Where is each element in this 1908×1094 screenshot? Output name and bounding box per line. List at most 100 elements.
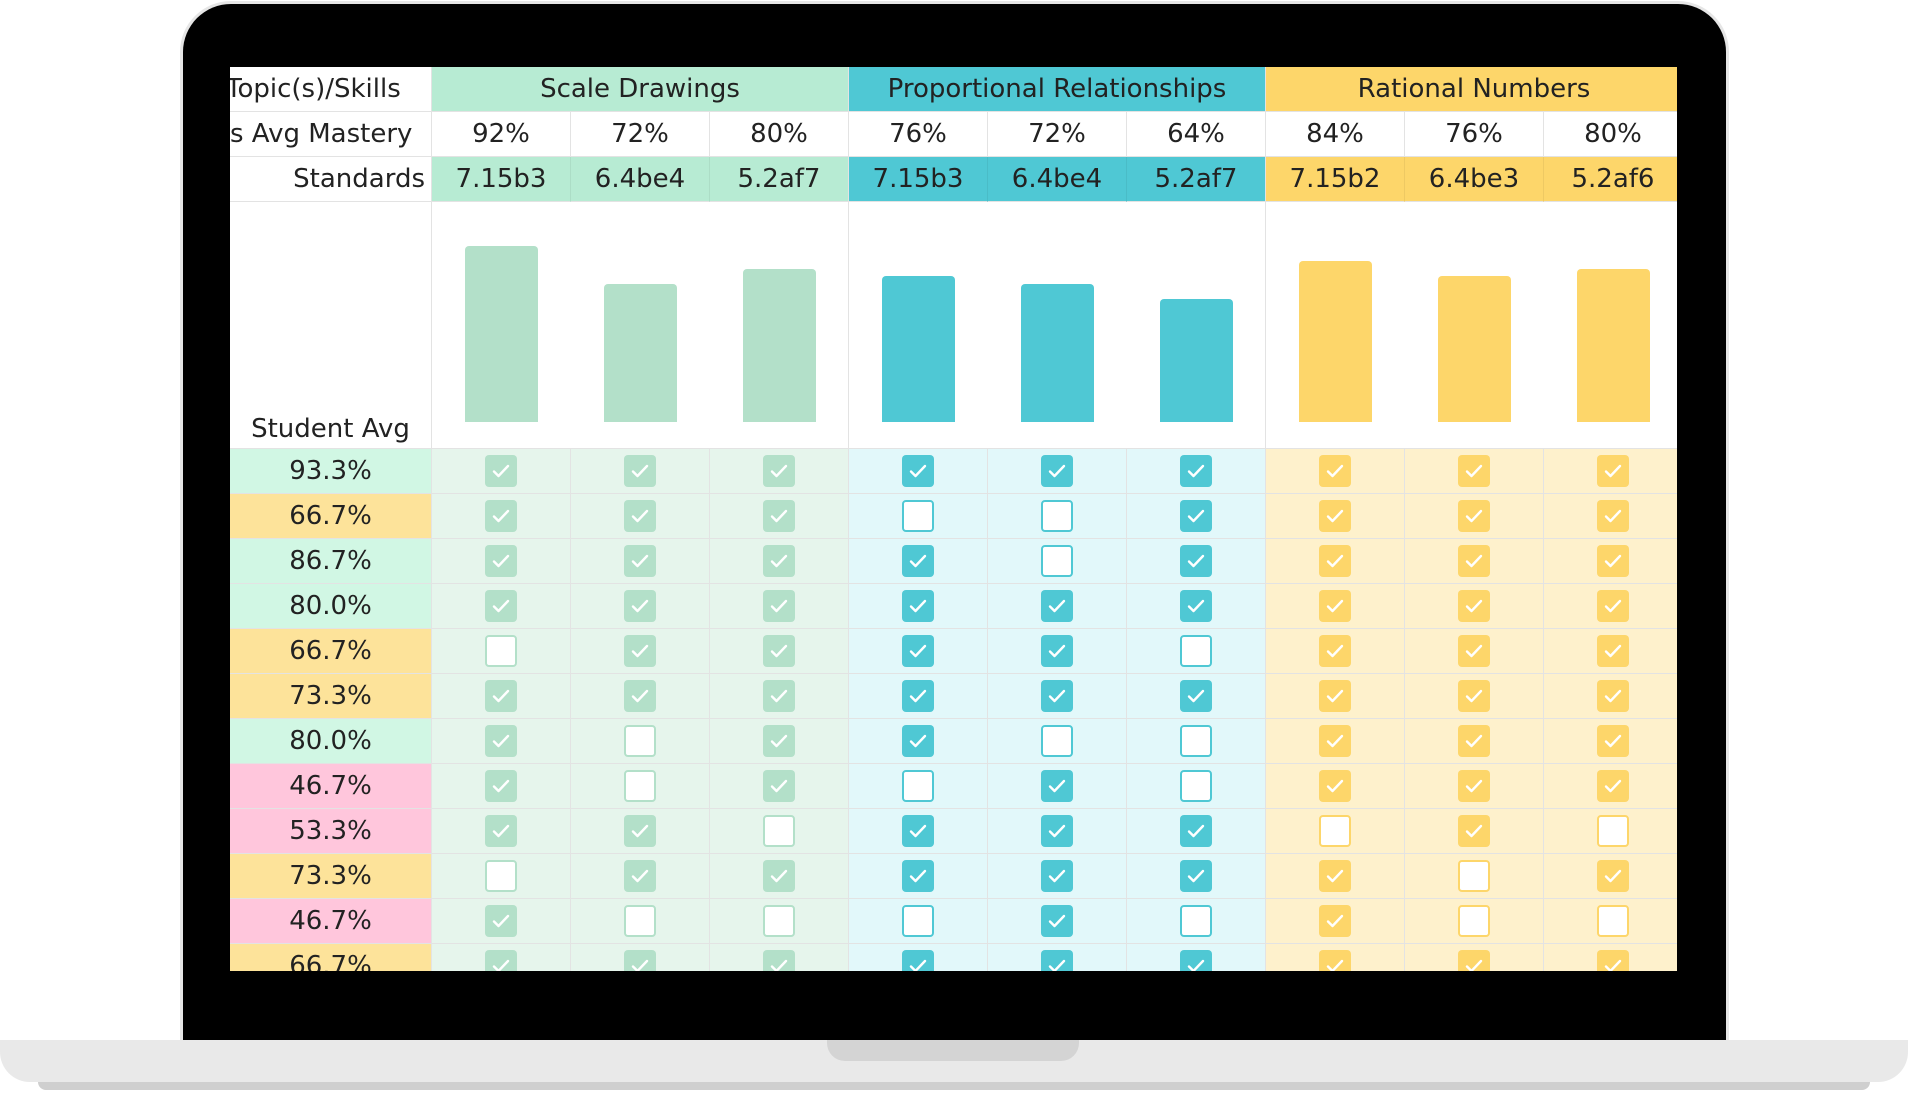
checked-checkbox[interactable]	[1597, 725, 1629, 757]
checked-checkbox[interactable]	[1319, 545, 1351, 577]
standard-code[interactable]: 6.4be4	[571, 157, 710, 202]
checked-checkbox[interactable]	[763, 545, 795, 577]
checked-checkbox[interactable]	[624, 860, 656, 892]
mastery-value[interactable]: 72%	[571, 112, 710, 157]
checked-checkbox[interactable]	[1458, 455, 1490, 487]
checked-checkbox[interactable]	[763, 680, 795, 712]
checked-checkbox[interactable]	[1319, 590, 1351, 622]
checked-checkbox[interactable]	[763, 500, 795, 532]
checked-checkbox[interactable]	[1458, 725, 1490, 757]
student-avg[interactable]: 66.7%	[230, 629, 432, 674]
mastery-value[interactable]: 76%	[849, 112, 988, 157]
standard-code[interactable]: 5.2af6	[1544, 157, 1677, 202]
unchecked-checkbox[interactable]	[624, 905, 656, 937]
checked-checkbox[interactable]	[763, 950, 795, 971]
checked-checkbox[interactable]	[1597, 770, 1629, 802]
checked-checkbox[interactable]	[1180, 680, 1212, 712]
unchecked-checkbox[interactable]	[763, 905, 795, 937]
checked-checkbox[interactable]	[1041, 770, 1073, 802]
checked-checkbox[interactable]	[902, 815, 934, 847]
topic-header[interactable]: Proportional Relationships	[849, 67, 1266, 112]
mastery-value[interactable]: 80%	[1544, 112, 1677, 157]
mastery-value[interactable]: 80%	[710, 112, 849, 157]
checked-checkbox[interactable]	[902, 680, 934, 712]
checked-checkbox[interactable]	[1041, 815, 1073, 847]
checked-checkbox[interactable]	[1597, 500, 1629, 532]
unchecked-checkbox[interactable]	[485, 860, 517, 892]
checked-checkbox[interactable]	[1458, 545, 1490, 577]
checked-checkbox[interactable]	[763, 860, 795, 892]
checked-checkbox[interactable]	[485, 950, 517, 971]
mastery-value[interactable]: 92%	[432, 112, 571, 157]
checked-checkbox[interactable]	[485, 590, 517, 622]
checked-checkbox[interactable]	[1597, 950, 1629, 971]
unchecked-checkbox[interactable]	[485, 635, 517, 667]
standard-code[interactable]: 5.2af7	[1127, 157, 1266, 202]
standard-code[interactable]: 7.15b3	[432, 157, 571, 202]
topic-header[interactable]: Rational Numbers	[1266, 67, 1677, 112]
checked-checkbox[interactable]	[1458, 815, 1490, 847]
checked-checkbox[interactable]	[485, 455, 517, 487]
student-avg[interactable]: 66.7%	[230, 494, 432, 539]
checked-checkbox[interactable]	[902, 545, 934, 577]
unchecked-checkbox[interactable]	[1458, 860, 1490, 892]
unchecked-checkbox[interactable]	[902, 770, 934, 802]
checked-checkbox[interactable]	[1180, 590, 1212, 622]
checked-checkbox[interactable]	[485, 770, 517, 802]
checked-checkbox[interactable]	[1597, 680, 1629, 712]
checked-checkbox[interactable]	[763, 455, 795, 487]
mastery-label[interactable]: s Avg Mastery	[230, 112, 432, 157]
topic-header[interactable]: Scale Drawings	[432, 67, 849, 112]
checked-checkbox[interactable]	[902, 455, 934, 487]
checked-checkbox[interactable]	[1041, 455, 1073, 487]
checked-checkbox[interactable]	[485, 680, 517, 712]
standard-code[interactable]: 7.15b3	[849, 157, 988, 202]
student-avg[interactable]: 66.7%	[230, 944, 432, 971]
student-avg[interactable]: 73.3%	[230, 674, 432, 719]
checked-checkbox[interactable]	[485, 905, 517, 937]
checked-checkbox[interactable]	[1597, 455, 1629, 487]
checked-checkbox[interactable]	[1180, 860, 1212, 892]
checked-checkbox[interactable]	[902, 725, 934, 757]
checked-checkbox[interactable]	[1319, 500, 1351, 532]
checked-checkbox[interactable]	[1180, 815, 1212, 847]
unchecked-checkbox[interactable]	[1458, 905, 1490, 937]
student-avg[interactable]: 46.7%	[230, 899, 432, 944]
checked-checkbox[interactable]	[624, 590, 656, 622]
checked-checkbox[interactable]	[1458, 635, 1490, 667]
checked-checkbox[interactable]	[624, 680, 656, 712]
checked-checkbox[interactable]	[624, 545, 656, 577]
checked-checkbox[interactable]	[1319, 635, 1351, 667]
unchecked-checkbox[interactable]	[902, 905, 934, 937]
unchecked-checkbox[interactable]	[1041, 500, 1073, 532]
student-avg[interactable]: 86.7%	[230, 539, 432, 584]
checked-checkbox[interactable]	[1597, 860, 1629, 892]
checked-checkbox[interactable]	[1458, 950, 1490, 971]
checked-checkbox[interactable]	[624, 500, 656, 532]
student-avg[interactable]: 80.0%	[230, 584, 432, 629]
standard-code[interactable]: 6.4be4	[988, 157, 1127, 202]
checked-checkbox[interactable]	[1041, 860, 1073, 892]
student-avg[interactable]: 53.3%	[230, 809, 432, 854]
checked-checkbox[interactable]	[1597, 635, 1629, 667]
checked-checkbox[interactable]	[763, 590, 795, 622]
standards-label[interactable]: Standards	[230, 157, 432, 202]
checked-checkbox[interactable]	[485, 815, 517, 847]
checked-checkbox[interactable]	[902, 950, 934, 971]
checked-checkbox[interactable]	[1458, 680, 1490, 712]
unchecked-checkbox[interactable]	[1041, 725, 1073, 757]
checked-checkbox[interactable]	[485, 545, 517, 577]
unchecked-checkbox[interactable]	[1180, 905, 1212, 937]
checked-checkbox[interactable]	[1041, 680, 1073, 712]
checked-checkbox[interactable]	[1597, 590, 1629, 622]
checked-checkbox[interactable]	[1319, 455, 1351, 487]
student-avg[interactable]: 80.0%	[230, 719, 432, 764]
checked-checkbox[interactable]	[1041, 590, 1073, 622]
checked-checkbox[interactable]	[1319, 770, 1351, 802]
checked-checkbox[interactable]	[1180, 950, 1212, 971]
checked-checkbox[interactable]	[902, 590, 934, 622]
unchecked-checkbox[interactable]	[1319, 815, 1351, 847]
unchecked-checkbox[interactable]	[902, 500, 934, 532]
checked-checkbox[interactable]	[1319, 680, 1351, 712]
checked-checkbox[interactable]	[763, 725, 795, 757]
